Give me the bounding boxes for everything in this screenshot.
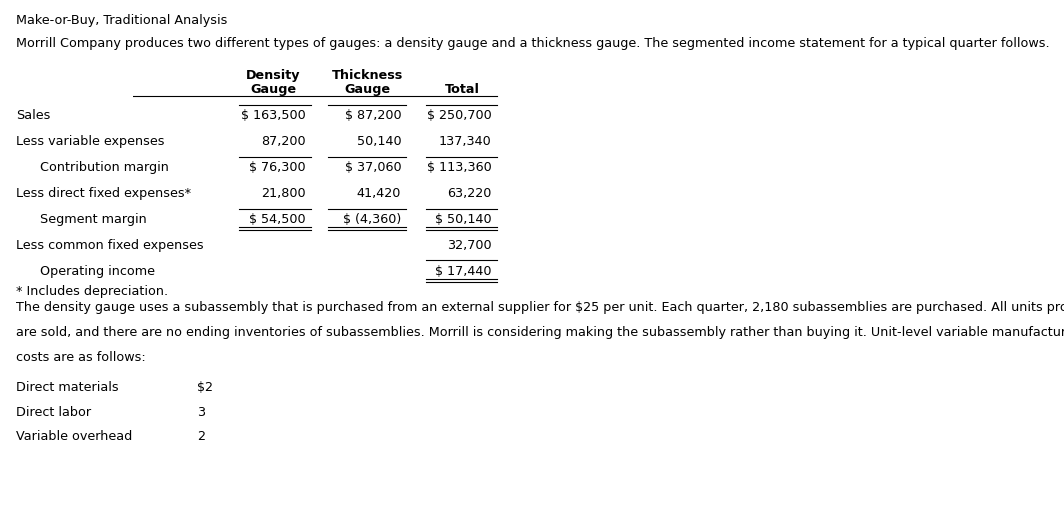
Text: 87,200: 87,200 xyxy=(261,135,305,148)
Text: 3: 3 xyxy=(197,406,205,419)
Text: The density gauge uses a subassembly that is purchased from an external supplier: The density gauge uses a subassembly tha… xyxy=(16,301,1064,315)
Text: 41,420: 41,420 xyxy=(356,187,401,200)
Text: 50,140: 50,140 xyxy=(356,135,401,148)
Text: 63,220: 63,220 xyxy=(447,187,492,200)
Text: $ 50,140: $ 50,140 xyxy=(435,213,492,226)
Text: $ (4,360): $ (4,360) xyxy=(343,213,401,226)
Text: Gauge: Gauge xyxy=(344,83,390,96)
Text: $ 54,500: $ 54,500 xyxy=(249,213,305,226)
Text: Morrill Company produces two different types of gauges: a density gauge and a th: Morrill Company produces two different t… xyxy=(16,37,1049,50)
Text: * Includes depreciation.: * Includes depreciation. xyxy=(16,285,168,298)
Text: 137,340: 137,340 xyxy=(438,135,492,148)
Text: $ 87,200: $ 87,200 xyxy=(345,109,401,122)
Text: are sold, and there are no ending inventories of subassemblies. Morrill is consi: are sold, and there are no ending invent… xyxy=(16,326,1064,340)
Text: $ 76,300: $ 76,300 xyxy=(249,161,305,174)
Text: $ 17,440: $ 17,440 xyxy=(435,265,492,278)
Text: $2: $2 xyxy=(197,381,213,394)
Text: Less variable expenses: Less variable expenses xyxy=(16,135,165,148)
Text: Less common fixed expenses: Less common fixed expenses xyxy=(16,239,203,252)
Text: 2: 2 xyxy=(197,430,205,443)
Text: $ 113,360: $ 113,360 xyxy=(427,161,492,174)
Text: $ 37,060: $ 37,060 xyxy=(345,161,401,174)
Text: Density: Density xyxy=(246,69,301,82)
Text: Direct labor: Direct labor xyxy=(16,406,92,419)
Text: Total: Total xyxy=(446,83,480,96)
Text: Make-or-Buy, Traditional Analysis: Make-or-Buy, Traditional Analysis xyxy=(16,14,228,27)
Text: 21,800: 21,800 xyxy=(261,187,305,200)
Text: Gauge: Gauge xyxy=(250,83,297,96)
Text: Segment margin: Segment margin xyxy=(40,213,147,226)
Text: Less direct fixed expenses*: Less direct fixed expenses* xyxy=(16,187,192,200)
Text: Operating income: Operating income xyxy=(40,265,155,278)
Text: costs are as follows:: costs are as follows: xyxy=(16,351,146,364)
Text: $ 250,700: $ 250,700 xyxy=(427,109,492,122)
Text: 32,700: 32,700 xyxy=(447,239,492,252)
Text: $ 163,500: $ 163,500 xyxy=(240,109,305,122)
Text: Thickness: Thickness xyxy=(332,69,402,82)
Text: Variable overhead: Variable overhead xyxy=(16,430,132,443)
Text: Contribution margin: Contribution margin xyxy=(40,161,169,174)
Text: Sales: Sales xyxy=(16,109,50,122)
Text: Direct materials: Direct materials xyxy=(16,381,118,394)
